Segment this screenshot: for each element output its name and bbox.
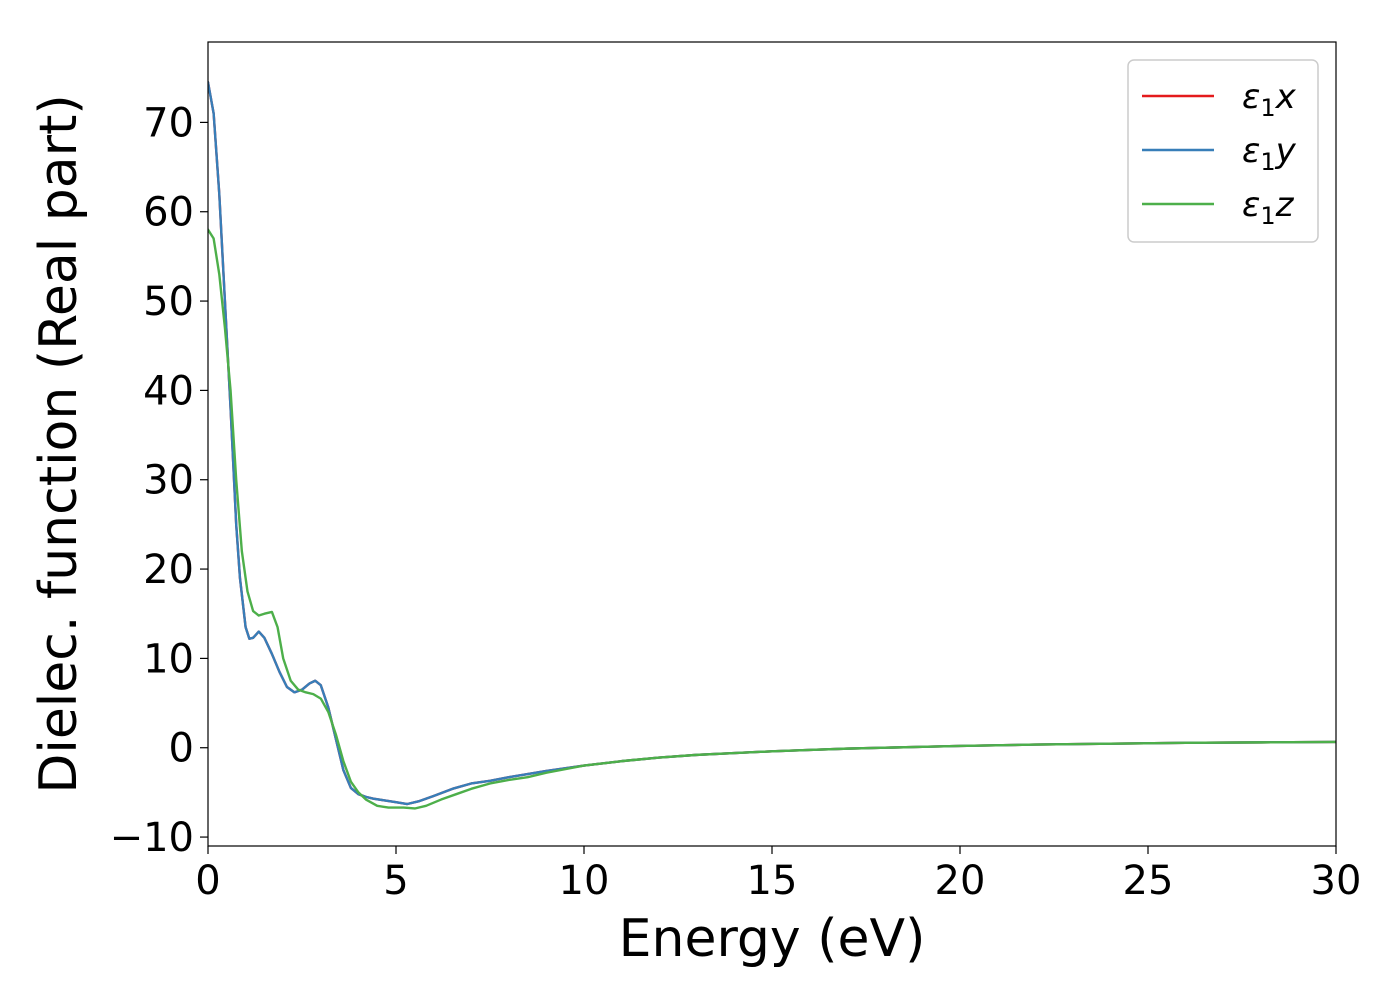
y-tick-label: 60 [143, 190, 194, 236]
legend-item-y: ε1y [1142, 131, 1297, 176]
x-tick-label: 20 [935, 858, 986, 904]
x-tick-label: 15 [747, 858, 798, 904]
y-axis-ticks: −10 0 10 20 30 40 50 60 70 [110, 100, 208, 861]
x-tick-label: 0 [195, 858, 220, 904]
legend-label: ε1x [1242, 77, 1297, 122]
y-tick-label: 20 [143, 547, 194, 593]
y-tick-label: 0 [169, 726, 194, 772]
series-line-z [208, 228, 1336, 810]
y-tick-label: 30 [143, 458, 194, 504]
y-axis-title: Dielec. function (Real part) [29, 94, 89, 793]
x-tick-label: 30 [1311, 858, 1362, 904]
legend-label: ε1y [1242, 131, 1297, 176]
x-tick-label: 10 [559, 858, 610, 904]
y-tick-label: 70 [143, 100, 194, 146]
y-tick-label: 50 [143, 279, 194, 325]
x-axis-ticks: 0 5 10 15 20 25 30 [195, 846, 1361, 904]
legend-label: ε1z [1242, 185, 1295, 230]
legend-item-x: ε1x [1142, 77, 1297, 122]
y-tick-label: 10 [143, 636, 194, 682]
legend-box [1127, 59, 1319, 243]
y-tick-label: −10 [110, 815, 194, 861]
x-axis-title: Energy (eV) [619, 909, 926, 969]
x-tick-label: 5 [383, 858, 408, 904]
legend-item-z: ε1z [1142, 185, 1295, 230]
y-tick-label: 40 [143, 368, 194, 414]
x-tick-label: 25 [1123, 858, 1174, 904]
series-layer [208, 81, 1336, 810]
legend: ε1x ε1y ε1z [1127, 59, 1319, 243]
